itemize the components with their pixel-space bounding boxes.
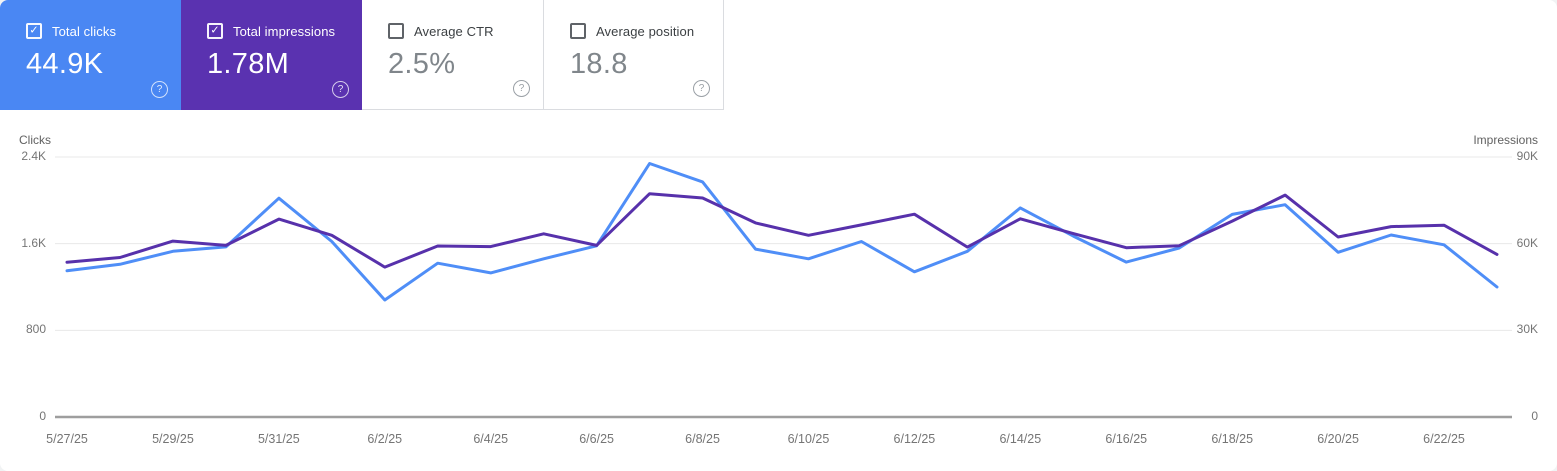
x-axis-date-label: 5/29/25 [152,432,194,446]
x-axis-date-label: 5/31/25 [257,432,300,446]
right-axis-title: Impressions [1473,133,1538,147]
metric-label: Total clicks [52,23,117,39]
x-axis-date-label: 6/4/25 [473,432,509,446]
help-icon[interactable]: ? [513,80,530,97]
x-axis-date-label: 6/22/25 [1423,432,1465,446]
metric-value: 2.5% [388,48,456,80]
y-axis-tick-left: 0 [39,409,46,423]
x-axis-date-label: 6/20/25 [1317,432,1359,446]
y-axis-tick-right: 90K [1516,149,1538,163]
checkbox-unchecked-icon[interactable] [388,23,404,39]
y-axis-tick-right: 30K [1516,322,1538,337]
metric-card-total-impressions[interactable]: ✓ Total impressions 1.78M ? [181,0,362,110]
metric-value: 18.8 [570,48,628,80]
left-axis-title: Clicks [19,133,51,147]
metric-label: Average position [596,23,695,39]
metric-value: 1.78M [207,48,290,80]
x-axis-date-label: 6/8/25 [685,432,720,446]
x-axis-date-label: 6/2/25 [367,432,403,446]
y-axis-tick-left: 2.4K [21,149,46,163]
total-impressions-line [65,192,1499,269]
y-axis-tick-left: 1.6K [21,235,46,250]
x-axis-date-label: 6/18/25 [1211,432,1254,446]
checkmark-icon: ✓ [210,24,220,36]
x-axis-date-label: 6/16/25 [1105,432,1148,446]
total-impressions-checkbox-row: ✓ Total impressions [207,23,362,39]
checkmark-icon: ✓ [29,24,39,36]
metric-label: Total impressions [233,23,336,39]
y-axis-tick-right: 60K [1516,235,1538,250]
metric-card-average-ctr[interactable]: Average CTR 2.5% ? [362,0,543,110]
y-axis-tick-left: 800 [25,322,46,337]
checkbox-checked-icon[interactable]: ✓ [26,23,42,39]
x-axis-date-label: 6/14/25 [999,432,1042,446]
metric-card-total-clicks[interactable]: ✓ Total clicks 44.9K ? [0,0,181,110]
x-axis-date-label: 5/27/25 [46,432,88,446]
checkbox-unchecked-icon[interactable] [570,23,586,39]
x-axis-date-label: 6/6/25 [579,432,614,446]
y-axis-tick-right: 0 [1531,409,1538,423]
help-icon[interactable]: ? [151,81,168,98]
help-icon[interactable]: ? [693,80,710,97]
metric-cards-row: ✓ Total clicks 44.9K ? ✓ Total impressio… [0,0,724,110]
help-icon[interactable]: ? [332,81,349,98]
metric-card-average-position[interactable]: Average position 18.8 ? [543,0,724,110]
total-clicks-checkbox-row: ✓ Total clicks [26,23,181,39]
total-clicks-line [65,162,1499,302]
x-axis-date-label: 6/10/25 [787,432,830,446]
metric-label: Average CTR [414,23,494,39]
average-ctr-checkbox-row: Average CTR [388,23,543,39]
average-position-checkbox-row: Average position [570,23,723,39]
checkbox-checked-icon[interactable]: ✓ [207,23,223,39]
metric-value: 44.9K [26,48,104,80]
x-axis-date-label: 6/12/25 [893,432,936,446]
